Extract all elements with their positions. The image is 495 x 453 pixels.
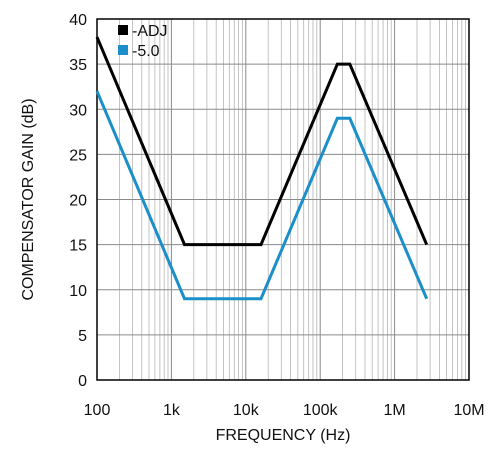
- y-tick-labels: 0 5 10 15 20 25 30 35 40: [69, 12, 87, 390]
- y-tick-label: 15: [69, 238, 87, 255]
- legend-swatch-0: [118, 25, 128, 35]
- y-tick-label: 40: [69, 12, 87, 29]
- legend-swatch-1: [118, 45, 128, 55]
- grid: [96, 18, 469, 381]
- legend-label-1: -5.0: [132, 43, 160, 60]
- y-tick-label: 25: [69, 147, 87, 164]
- y-tick-label: 0: [78, 373, 87, 390]
- x-tick-labels: 100 1k 10k 100k 1M 10M: [84, 402, 485, 419]
- x-tick-label: 1k: [163, 402, 181, 419]
- x-axis-title: FREQUENCY (Hz): [216, 427, 351, 444]
- y-tick-label: 5: [78, 328, 87, 345]
- x-tick-label: 100: [84, 402, 111, 419]
- series-line-0: [95, 36, 429, 247]
- legend-label-0: -ADJ: [132, 23, 168, 40]
- x-tick-label: 10k: [233, 402, 260, 419]
- series-group: [95, 36, 429, 301]
- y-tick-label: 10: [69, 283, 87, 300]
- legend: -ADJ -5.0: [118, 23, 168, 60]
- x-tick-label: 1M: [383, 402, 405, 419]
- y-tick-label: 35: [69, 57, 87, 74]
- y-tick-label: 30: [69, 102, 87, 119]
- series-line-1: [95, 90, 429, 301]
- x-tick-label: 10M: [453, 402, 484, 419]
- plot-frame: [96, 18, 470, 381]
- y-tick-label: 20: [69, 193, 87, 210]
- y-axis-title: COMPENSATOR GAIN (dB): [20, 98, 37, 300]
- x-tick-label: 100k: [303, 402, 339, 419]
